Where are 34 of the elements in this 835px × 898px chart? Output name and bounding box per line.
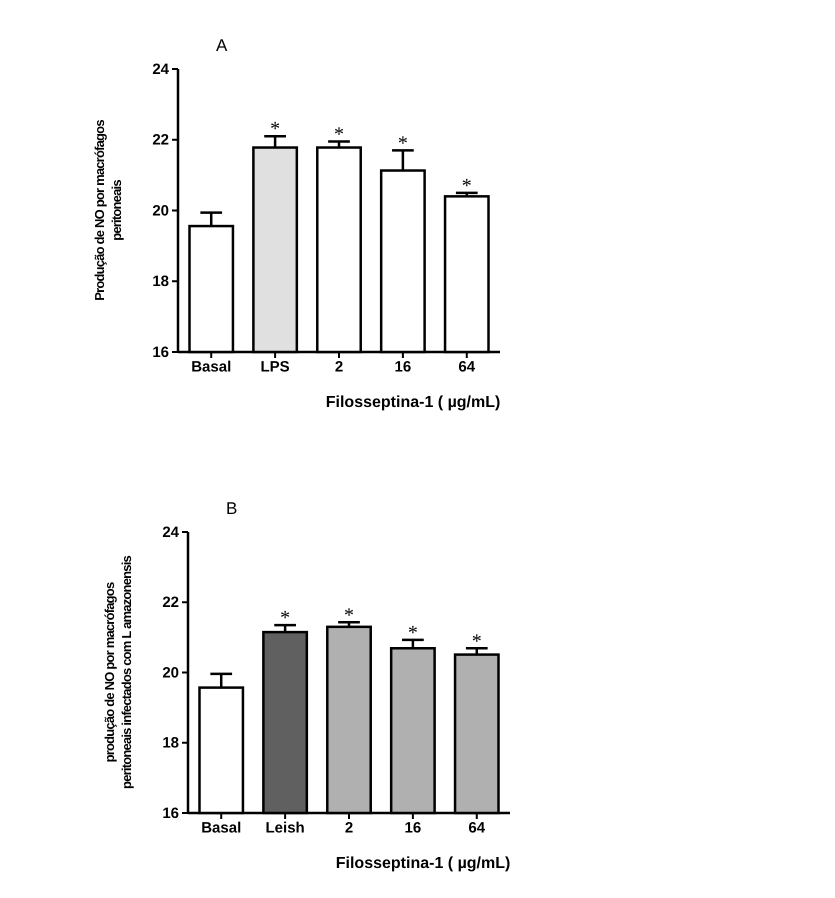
x-tick-label: 2: [334, 358, 344, 376]
y-tick-label: 18: [162, 734, 179, 752]
x-tick-label: Basal: [191, 358, 232, 376]
y-tick-label: 18: [152, 273, 169, 290]
y-tick-label: 20: [152, 202, 169, 220]
y-tick-label: 22: [152, 132, 169, 149]
annotation: *: [334, 124, 344, 146]
chart-title: B: [226, 499, 238, 518]
annotation: *: [408, 622, 418, 644]
annotation: *: [270, 118, 280, 140]
y-tick-label: 22: [162, 594, 179, 612]
x-tick-label: Leish: [266, 820, 305, 837]
x-tick-label: 64: [458, 358, 476, 376]
y-tick-label: 24: [152, 60, 170, 78]
y-axis-title: Produção de NO por macrófagos peritoneais: [92, 120, 124, 301]
x-tick-label: 16: [394, 358, 412, 376]
y-axis-title: produção de NO por macrófagos peritoneais infectados com L amazonensis: [102, 555, 134, 789]
annotation: *: [398, 132, 408, 154]
annotation: *: [462, 174, 472, 197]
x-tick-label: Basal: [201, 820, 242, 837]
x-tick-label: 16: [404, 820, 422, 837]
x-tick-label: 64: [468, 820, 486, 837]
x-tick-label: LPS: [260, 358, 290, 376]
annotation: *: [280, 607, 290, 630]
y-tick-label: 16: [152, 344, 169, 361]
annotation: *: [472, 630, 482, 652]
y-tick-label: 20: [162, 664, 179, 682]
x-tick-label: 2: [344, 820, 354, 837]
x-axis-title: Filosseptina-1 ( µg/mL): [326, 394, 500, 411]
x-axis-title: Filosseptina-1 ( µg/mL): [336, 855, 510, 872]
y-tick-label: 24: [162, 524, 180, 541]
y-tick-label: 16: [162, 804, 179, 822]
annotation: *: [344, 604, 354, 626]
chart-title: A: [216, 36, 228, 55]
